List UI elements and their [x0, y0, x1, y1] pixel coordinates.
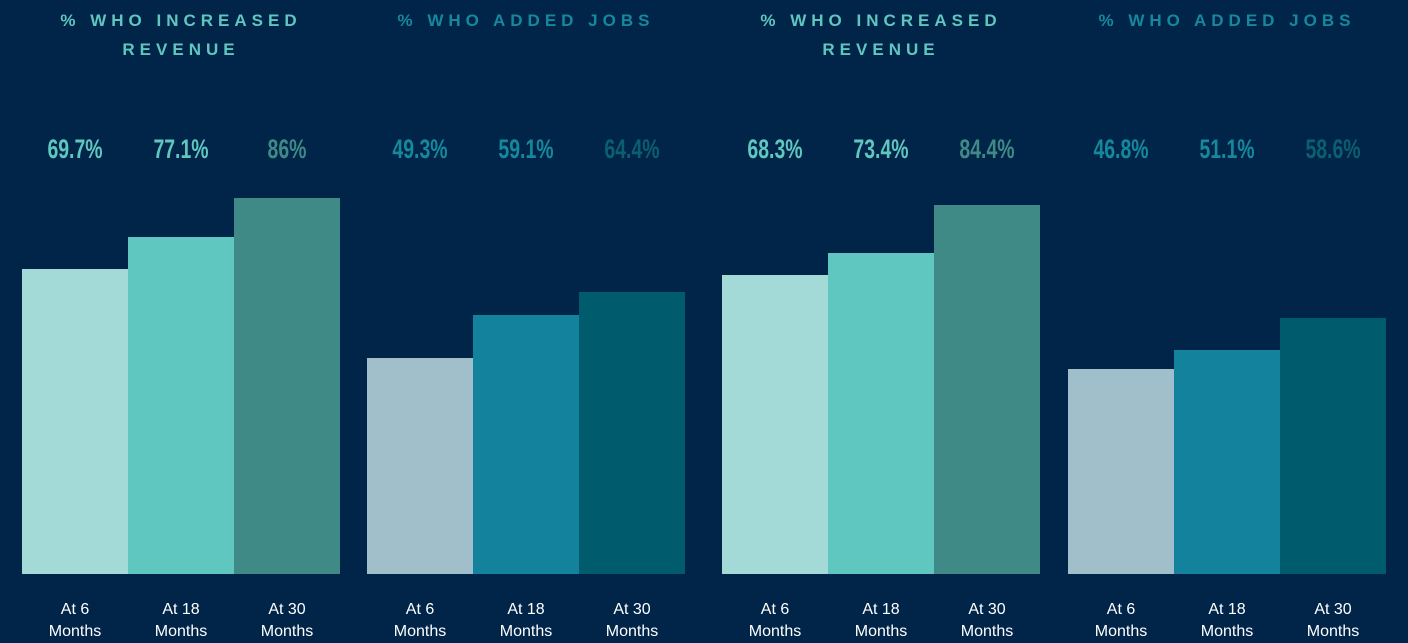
- chart-title: % WHO INCREASED REVENUE: [760, 11, 1002, 59]
- bar: [234, 197, 340, 574]
- value-label: 49.3%: [392, 134, 448, 164]
- bar: [22, 269, 128, 574]
- category-label: At 30 Months: [260, 601, 314, 640]
- value-label: 86%: [267, 134, 307, 164]
- value-label: 51.1%: [1199, 134, 1255, 164]
- value-label: 84.4%: [959, 134, 1015, 164]
- bar: [1174, 350, 1280, 574]
- bar: [473, 315, 579, 574]
- chart-title: % WHO ADDED JOBS: [397, 11, 655, 30]
- category-label: At 18 Months: [499, 601, 553, 640]
- bar: [367, 358, 473, 574]
- category-label: At 18 Months: [854, 601, 908, 640]
- category-label: At 30 Months: [605, 601, 659, 640]
- category-label: At 30 Months: [960, 601, 1014, 640]
- bar: [722, 275, 828, 574]
- category-label: At 30 Months: [1306, 601, 1360, 640]
- value-label: 69.7%: [47, 134, 103, 164]
- bar: [128, 236, 234, 574]
- category-label: At 18 Months: [154, 601, 208, 640]
- bar: [1280, 317, 1386, 574]
- category-label: At 6 Months: [1094, 601, 1148, 640]
- category-label: At 6 Months: [48, 601, 102, 640]
- value-label: 68.3%: [747, 134, 803, 164]
- value-label: 46.8%: [1093, 134, 1149, 164]
- value-label: 73.4%: [853, 134, 909, 164]
- value-label: 64.4%: [604, 134, 660, 164]
- chart-title: % WHO INCREASED REVENUE: [60, 11, 302, 59]
- chart-title: % WHO ADDED JOBS: [1098, 11, 1356, 30]
- category-label: At 6 Months: [748, 601, 802, 640]
- bar: [828, 252, 934, 574]
- value-label: 59.1%: [498, 134, 554, 164]
- value-label: 77.1%: [153, 134, 209, 164]
- bar: [1068, 369, 1174, 574]
- category-label: At 18 Months: [1200, 601, 1254, 640]
- value-label: 58.6%: [1305, 134, 1361, 164]
- bar: [579, 292, 685, 574]
- bar: [934, 204, 1040, 574]
- category-label: At 6 Months: [393, 601, 447, 640]
